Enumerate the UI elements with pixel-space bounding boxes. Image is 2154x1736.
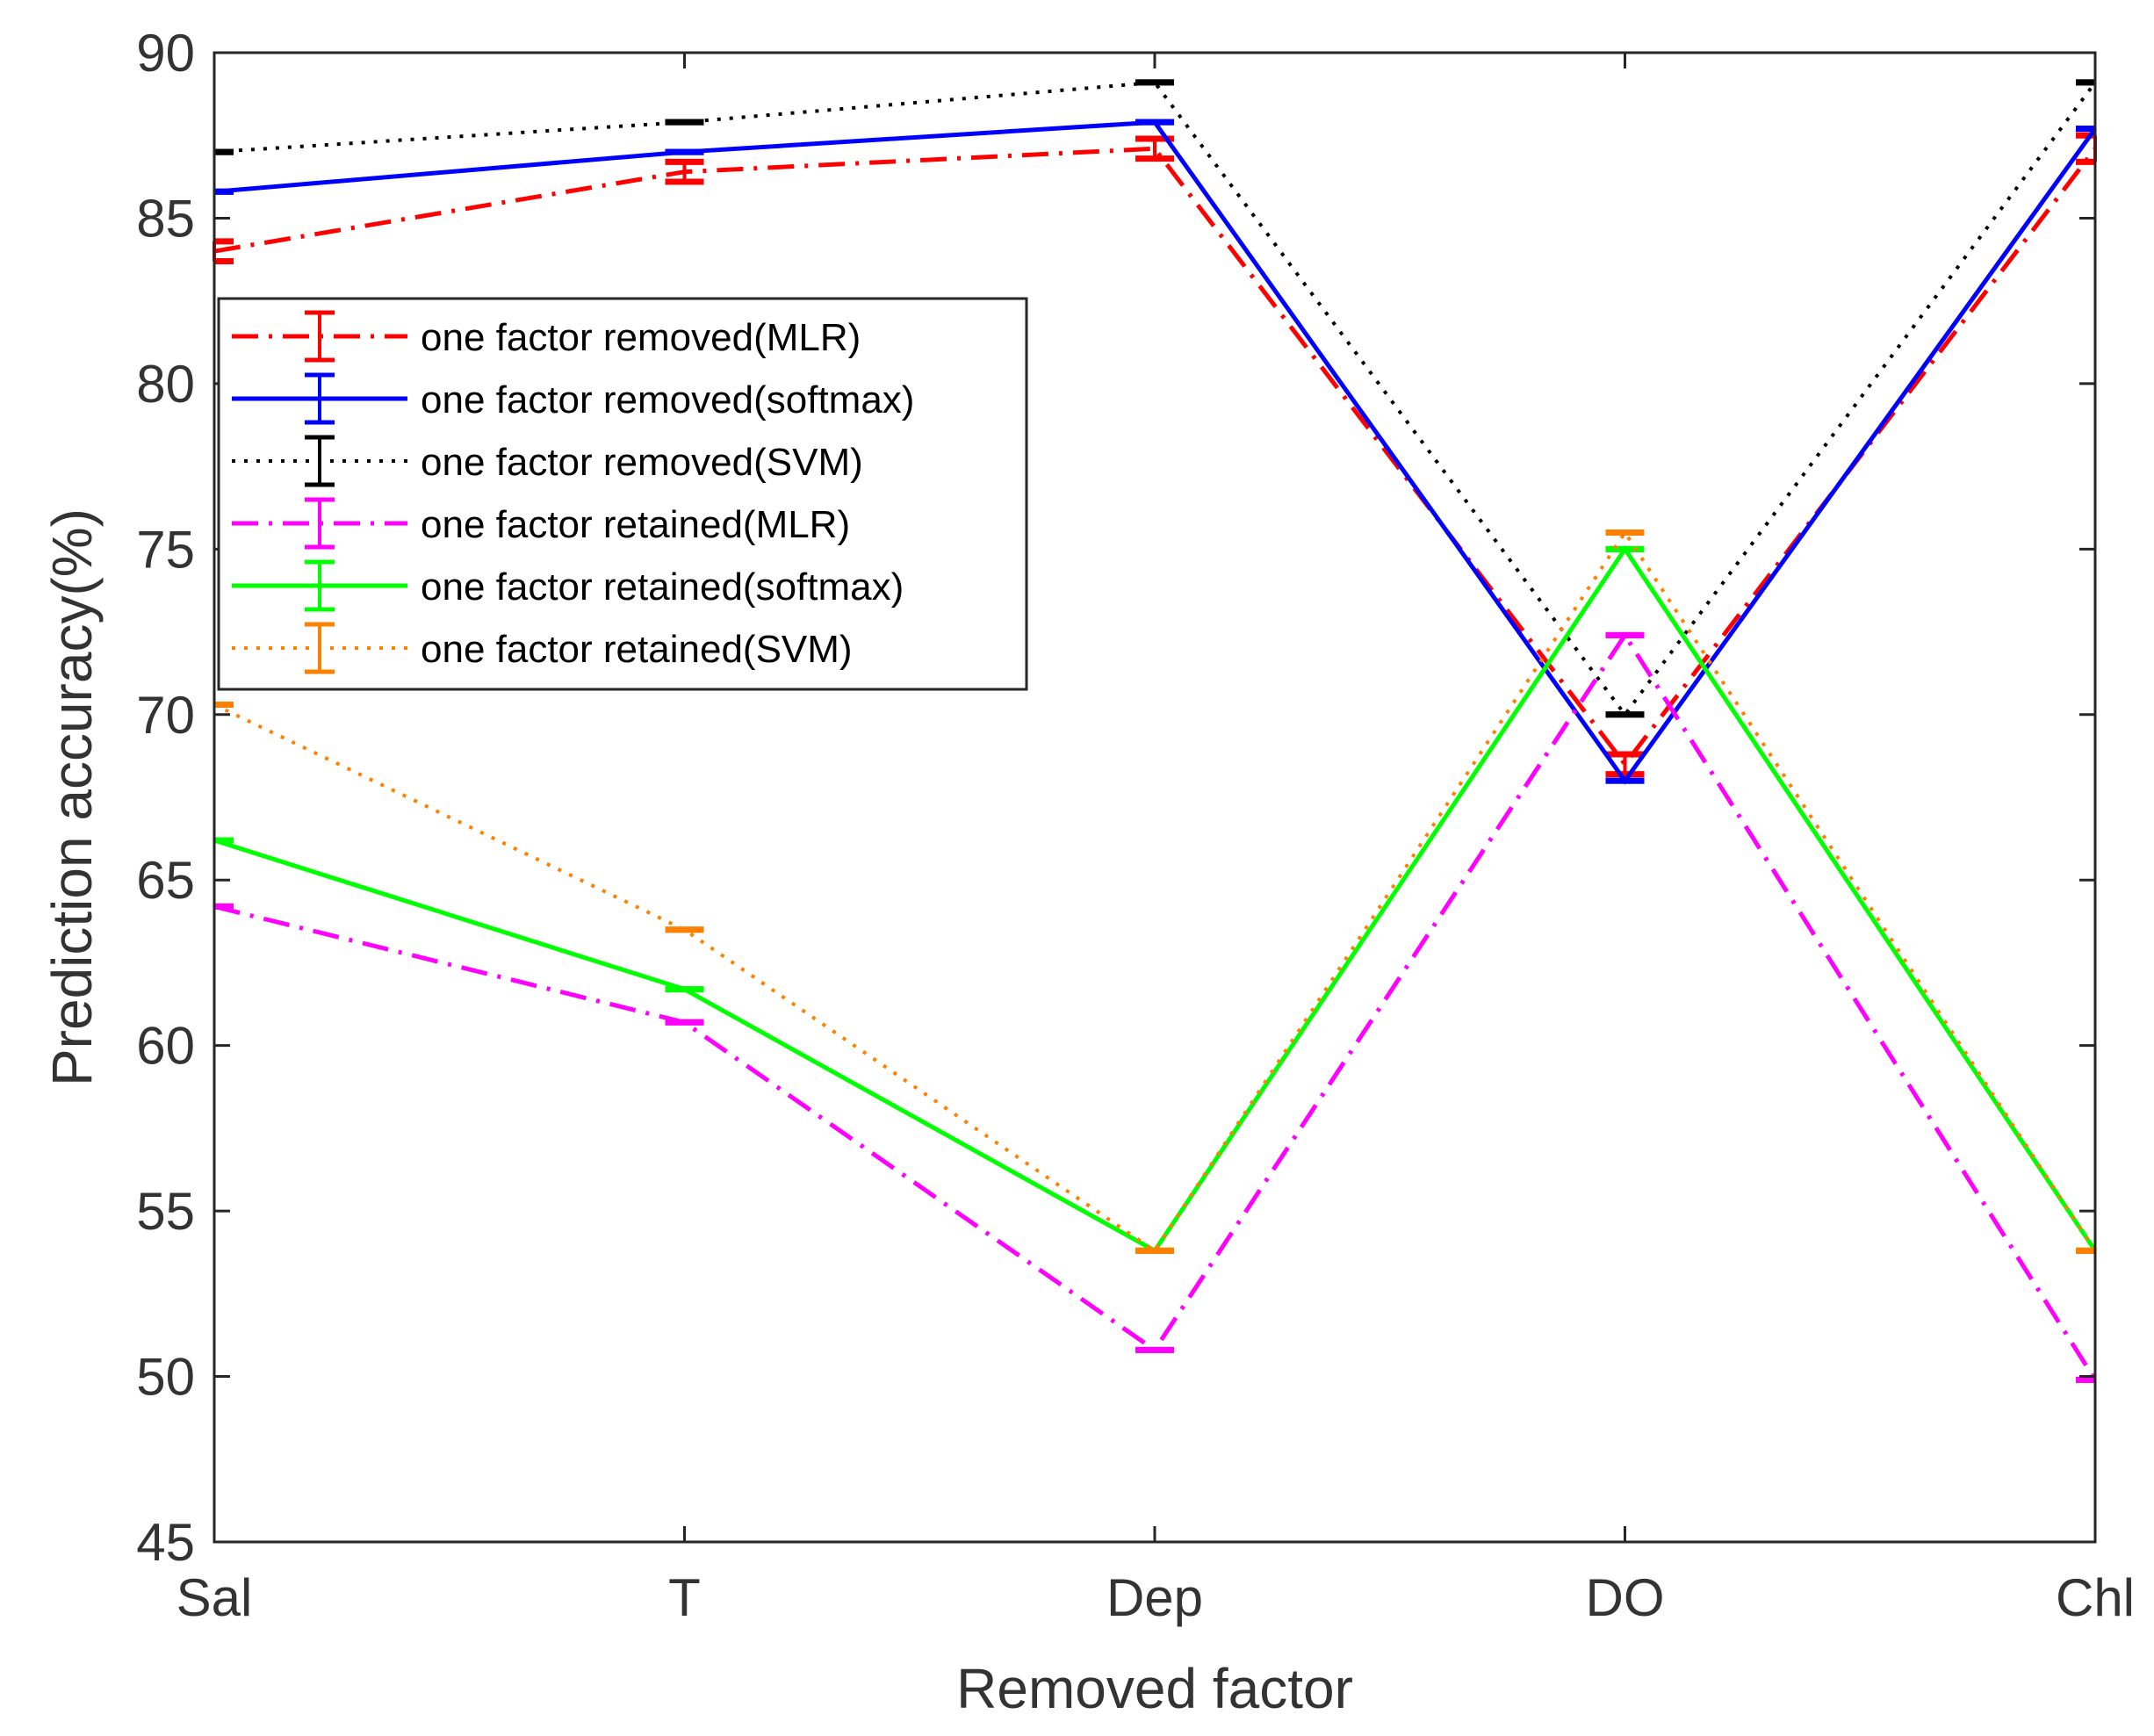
legend-entry: one factor retained(softmax) [232, 559, 904, 612]
series-layer [213, 79, 2098, 1383]
error-bar [665, 158, 704, 185]
x-tick-label: Dep [1106, 1568, 1203, 1627]
error-bar [1605, 751, 1645, 778]
y-axis-label: Prediction accuracy(%) [40, 508, 104, 1086]
x-axis-label: Removed factor [956, 1657, 1353, 1720]
series-2 [213, 79, 2097, 718]
legend-entry: one factor removed(MLR) [232, 310, 861, 363]
y-tick-label: 80 [136, 355, 195, 414]
legend-entry: one factor retained(MLR) [232, 497, 850, 550]
y-tick-label: 55 [136, 1182, 195, 1241]
legend-label: one factor retained(MLR) [421, 503, 850, 546]
y-tick-label: 60 [136, 1017, 195, 1076]
y-tick-label: 85 [136, 189, 195, 248]
y-tick-label: 50 [136, 1348, 195, 1407]
series-line [213, 80, 2097, 718]
legend-label: one factor retained(SVM) [421, 628, 853, 671]
y-tick-label: 65 [136, 851, 195, 910]
legend-label: one factor retained(softmax) [421, 565, 904, 609]
series-line [213, 529, 2097, 1254]
legend: one factor removed(MLR) one factor remove… [217, 297, 1028, 691]
x-tick-label: T [668, 1568, 701, 1627]
legend-label: one factor removed(softmax) [421, 378, 914, 421]
y-tick-label: 70 [136, 686, 195, 745]
x-tick-label: DO [1586, 1568, 1665, 1627]
legend-label: one factor removed(SVM) [421, 441, 863, 484]
legend-entry: one factor removed(softmax) [232, 372, 914, 425]
series-5 [213, 529, 2097, 1254]
x-tick-label: Sal [176, 1568, 253, 1627]
y-tick-label: 45 [136, 1513, 195, 1572]
series-line [213, 146, 2097, 768]
axis-layer: 45 50 55 60 65 70 75 80 85 90 Sal T Dep DO Chl [136, 24, 2135, 1627]
legend-box [217, 297, 1028, 691]
legend-entry: one factor retained(SVM) [232, 622, 853, 674]
x-tick-label: Chl [2056, 1568, 2135, 1627]
legend-entry: one factor removed(SVM) [232, 435, 863, 487]
series-1 [213, 119, 2098, 785]
y-tick-label: 90 [136, 24, 195, 83]
series-3 [213, 630, 2098, 1383]
legend-label: one factor removed(MLR) [421, 316, 861, 359]
y-tick-label: 75 [136, 520, 195, 579]
